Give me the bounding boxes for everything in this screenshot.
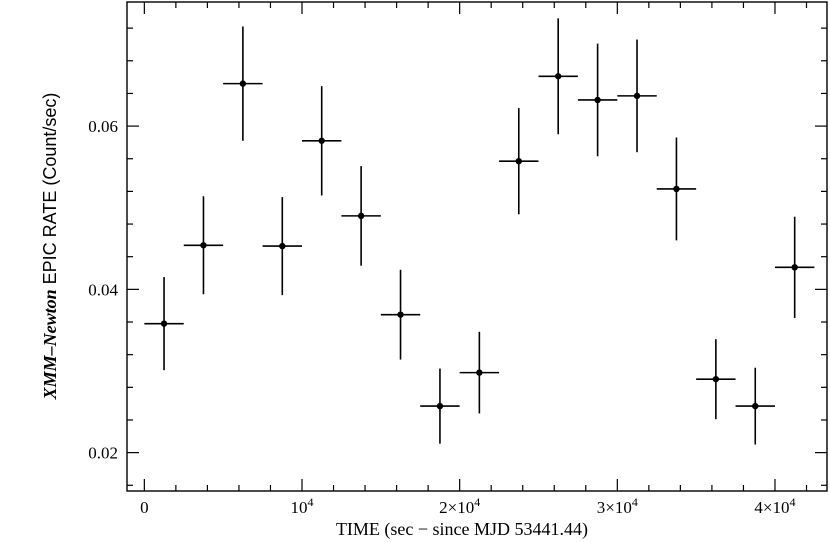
- data-point-13: [617, 39, 657, 153]
- x-tick-label: 2×104: [439, 495, 480, 517]
- x-tick-labels: 0 104 2×104 3×104 4×104: [140, 495, 795, 517]
- data-point-4: [262, 197, 302, 296]
- data-point-marker: [673, 185, 680, 193]
- data-point-marker: [791, 264, 798, 271]
- data-point-marker: [436, 402, 444, 410]
- data-point-marker: [397, 311, 404, 318]
- data-point-6: [341, 166, 381, 266]
- y-tick-labels: 0.02 0.04 0.06: [88, 117, 118, 463]
- data-point-10: [499, 108, 539, 215]
- y-axis-label: XMM–Newton EPIC RATE (Count/sec): [40, 93, 60, 401]
- data-point-16: [735, 367, 775, 445]
- data-point-7: [380, 269, 421, 360]
- data-point-marker: [515, 157, 522, 165]
- y-axis-label-quantity: EPIC RATE (Count/sec): [40, 93, 60, 290]
- data-point-marker: [712, 375, 720, 383]
- data-marks: [144, 18, 815, 445]
- data-point-marker: [279, 242, 286, 250]
- data-point-marker: [752, 402, 759, 410]
- y-tick-label: 0.04: [88, 280, 118, 299]
- data-point-marker: [200, 242, 207, 249]
- data-point-marker: [476, 369, 483, 376]
- data-point-2: [183, 196, 224, 295]
- data-point-9: [459, 331, 500, 414]
- x-tick-label: 0: [140, 498, 149, 517]
- data-point-17: [774, 216, 815, 318]
- data-point-12: [577, 43, 618, 157]
- data-point-marker: [318, 137, 325, 144]
- x-tick-label: 4×104: [754, 495, 795, 517]
- data-point-5: [302, 86, 342, 196]
- x-axis-label: TIME (sec − since MJD 53441.44): [336, 519, 588, 540]
- data-point-marker: [357, 212, 365, 220]
- data-point-1: [144, 277, 184, 371]
- x-tick-label: 104: [291, 495, 314, 517]
- plot-frame: [126, 1, 828, 492]
- data-point-marker: [554, 73, 562, 80]
- x-tick-label: 3×104: [597, 495, 638, 517]
- data-point-marker: [239, 80, 247, 87]
- data-point-8: [420, 368, 460, 444]
- data-point-14: [656, 137, 697, 241]
- axis-ticks: [127, 2, 827, 491]
- y-tick-label: 0.02: [88, 444, 118, 463]
- y-tick-label: 0.06: [88, 117, 118, 136]
- data-point-marker: [594, 96, 601, 104]
- data-point-3: [223, 26, 263, 141]
- data-point-15: [696, 339, 736, 420]
- data-point-11: [538, 18, 578, 135]
- data-point-marker: [160, 320, 168, 327]
- data-point-marker: [633, 92, 641, 100]
- y-axis-label-mission: XMM–Newton: [40, 289, 60, 400]
